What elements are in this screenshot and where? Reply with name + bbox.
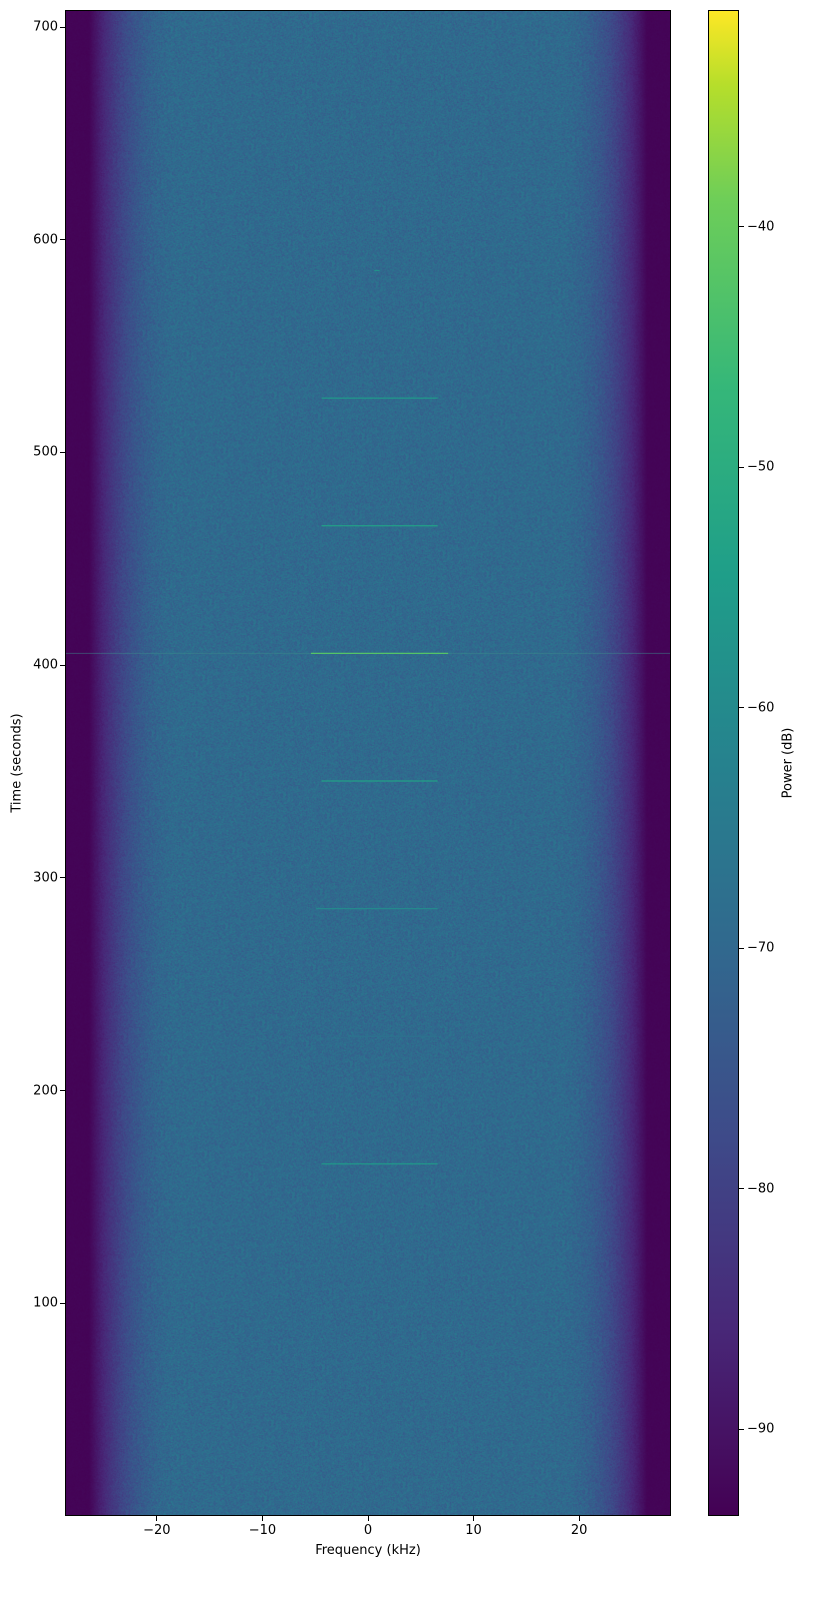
signal-burst-layer <box>66 269 670 1165</box>
colorbar-tick <box>739 1188 744 1190</box>
y-tick <box>60 451 65 453</box>
y-tick <box>60 1302 65 1304</box>
x-tick-label: 0 <box>363 1523 373 1538</box>
spectrogram-heatmap <box>66 11 670 1515</box>
colorbar-tick <box>739 226 744 228</box>
colorbar-tick-label: −50 <box>747 459 775 475</box>
x-tick-label: −20 <box>143 1523 171 1538</box>
y-tick-label: 400 <box>33 657 58 673</box>
y-tick-label: 600 <box>33 232 58 248</box>
y-tick <box>60 1090 65 1092</box>
x-tick-label: −10 <box>248 1523 277 1538</box>
y-tick <box>60 877 65 879</box>
colorbar-tick-label: −60 <box>747 700 775 716</box>
colorbar-tick <box>739 1428 744 1430</box>
y-tick <box>60 26 65 28</box>
y-axis-label: Time (seconds) <box>9 713 25 813</box>
x-tick-label: 10 <box>465 1523 482 1538</box>
y-tick-label: 700 <box>33 19 58 35</box>
colorbar-label: Power (dB) <box>780 727 796 799</box>
x-tick <box>156 1516 158 1521</box>
x-tick <box>473 1516 475 1521</box>
colorbar <box>708 10 739 1516</box>
y-tick-label: 300 <box>33 870 58 886</box>
colorbar-tick-label: −40 <box>747 219 775 235</box>
y-tick <box>60 239 65 241</box>
x-tick <box>367 1516 369 1521</box>
x-tick <box>578 1516 580 1521</box>
colorbar-tick <box>739 707 744 709</box>
spectrogram-plot-area <box>65 10 671 1516</box>
x-axis-label: Frequency (kHz) <box>315 1543 421 1558</box>
y-tick-label: 100 <box>33 1295 58 1311</box>
y-tick <box>60 664 65 666</box>
colorbar-tick-label: −70 <box>747 940 775 956</box>
x-tick <box>261 1516 263 1521</box>
y-tick-label: 500 <box>33 444 58 460</box>
colorbar-tick-label: −90 <box>747 1421 775 1437</box>
colorbar-tick <box>739 466 744 468</box>
colorbar-tick <box>739 947 744 949</box>
y-tick-label: 200 <box>33 1083 58 1099</box>
colorbar-tick-label: −80 <box>747 1181 775 1197</box>
x-tick-label: 20 <box>570 1523 588 1538</box>
